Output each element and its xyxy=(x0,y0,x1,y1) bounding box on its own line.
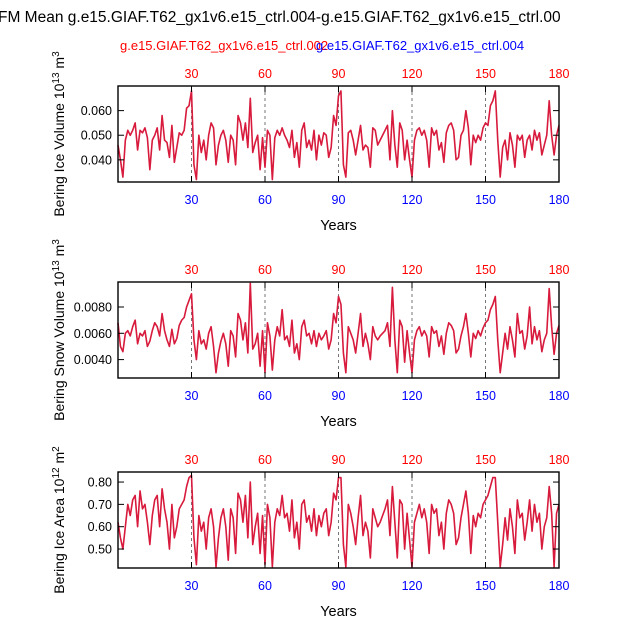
x-tick-label-top: 120 xyxy=(402,263,423,277)
y-axis-label-exponent: 3 xyxy=(51,51,62,57)
x-tick-label-bottom: 150 xyxy=(475,579,496,593)
y-axis-label-exponent: 12 xyxy=(51,467,62,479)
y-axis-label-exponent: 13 xyxy=(51,72,62,84)
x-tick-label-bottom: 150 xyxy=(475,389,496,403)
y-axis-label-text: Bering Snow Volume 10 xyxy=(51,271,67,421)
x-tick-label-top: 150 xyxy=(475,453,496,467)
y-axis-label: Bering Ice Area 1012 m2 xyxy=(51,446,67,594)
y-tick-label: 0.50 xyxy=(88,543,112,557)
y-tick-label: 0.60 xyxy=(88,520,112,534)
x-tick-label-top: 180 xyxy=(549,453,570,467)
x-tick-label-bottom: 60 xyxy=(258,193,272,207)
x-tick-label-bottom: 150 xyxy=(475,193,496,207)
x-tick-label-top: 150 xyxy=(475,67,496,81)
x-tick-label-bottom: 30 xyxy=(185,389,199,403)
x-tick-label-bottom: 180 xyxy=(549,579,570,593)
x-tick-label-bottom: 60 xyxy=(258,579,272,593)
series-line xyxy=(117,282,560,374)
y-axis-label-text: m xyxy=(51,452,67,468)
x-tick-label-top: 60 xyxy=(258,263,272,277)
x-tick-label-bottom: 120 xyxy=(402,193,423,207)
x-axis-label: Years xyxy=(320,604,357,619)
x-tick-label-top: 30 xyxy=(185,453,199,467)
y-axis-label-exponent: 13 xyxy=(51,260,62,272)
x-tick-label-bottom: 30 xyxy=(185,579,199,593)
y-tick-label: 0.060 xyxy=(81,104,112,118)
y-axis-label-text: m xyxy=(51,57,67,73)
x-tick-label-top: 60 xyxy=(258,453,272,467)
x-tick-label-top: 150 xyxy=(475,263,496,277)
y-tick-label: 0.0080 xyxy=(74,300,112,314)
x-axis-label: Years xyxy=(320,218,357,234)
chart-panel-2: 0.0040 0.0060 0.0080 30 30 60 60 90 90 120 120 150 1… xyxy=(51,239,569,430)
x-tick-label-top: 120 xyxy=(402,453,423,467)
x-tick-label-top: 180 xyxy=(549,263,570,277)
legend-case-a: g.e15.GIAF.T62_gx1v6.e15_ctrl.002 xyxy=(120,38,328,53)
y-axis-label: Bering Ice Volume 1013 m3 xyxy=(51,51,67,217)
legend-case-b: g.e15.GIAF.T62_gx1v6.e15_ctrl.004 xyxy=(316,38,524,53)
x-tick-label-bottom: 30 xyxy=(185,193,199,207)
x-tick-label-bottom: 90 xyxy=(332,193,346,207)
x-tick-label-top: 90 xyxy=(332,453,346,467)
x-tick-label-bottom: 180 xyxy=(549,193,570,207)
y-axis-label-text: Bering Ice Volume 10 xyxy=(51,83,67,216)
y-axis-label-text: Bering Ice Area 10 xyxy=(51,478,67,593)
y-tick-label: 0.0060 xyxy=(74,327,112,341)
y-tick-label: 0.0040 xyxy=(74,353,112,367)
chart-panel-1: 0.040 0.050 0.060 30 30 60 60 90 90 120 120 150 150 1… xyxy=(51,51,569,234)
x-axis-label: Years xyxy=(320,414,357,430)
x-tick-label-top: 90 xyxy=(332,263,346,277)
y-tick-label: 0.040 xyxy=(81,153,112,167)
x-tick-label-bottom: 120 xyxy=(402,579,423,593)
chart-title: FM Mean g.e15.GIAF.T62_gx1v6.e15_ctrl.00… xyxy=(0,9,561,26)
x-tick-label-top: 90 xyxy=(332,67,346,81)
y-axis-label-exponent: 2 xyxy=(51,446,62,452)
x-tick-label-bottom: 60 xyxy=(258,389,272,403)
chart-panels: 0.040 0.050 0.060 30 30 60 60 90 90 120 120 150 150 1… xyxy=(51,51,570,620)
x-tick-label-top: 30 xyxy=(185,67,199,81)
x-tick-label-bottom: 180 xyxy=(549,389,570,403)
chart-panel-3: 0.50 0.60 0.70 0.80 30 30 60 60 90 90 120 120 150 150… xyxy=(51,446,570,620)
x-tick-label-bottom: 90 xyxy=(332,389,346,403)
y-tick-label: 0.050 xyxy=(81,129,112,143)
x-tick-label-top: 120 xyxy=(402,67,423,81)
y-tick-label: 0.70 xyxy=(88,498,112,512)
x-tick-label-bottom: 120 xyxy=(402,389,423,403)
x-tick-label-bottom: 90 xyxy=(332,579,346,593)
x-tick-label-top: 180 xyxy=(549,67,570,81)
y-axis-label-text: m xyxy=(51,245,67,261)
y-axis-label: Bering Snow Volume 1013 m3 xyxy=(51,239,67,421)
x-tick-label-top: 60 xyxy=(258,67,272,81)
x-tick-label-top: 30 xyxy=(185,263,199,277)
y-axis-label-exponent: 3 xyxy=(51,239,62,245)
y-tick-label: 0.80 xyxy=(88,476,112,490)
